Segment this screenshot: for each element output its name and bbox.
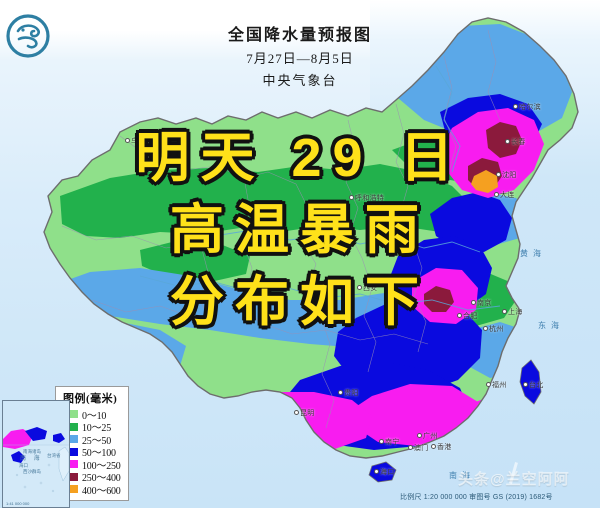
legend-swatch xyxy=(62,460,78,469)
south-china-sea-inset[interactable]: 南海诸岛台湾省海口 西沙群岛 南 海 1:41 000 000 xyxy=(2,400,70,508)
legend-label: 10～25 xyxy=(82,423,111,435)
city-marker-dot xyxy=(505,139,510,144)
city-marker-dot xyxy=(483,326,488,331)
taiwan-island xyxy=(519,359,542,405)
city-label: 南京 xyxy=(477,300,492,307)
legend-item: 100～250 xyxy=(62,458,121,472)
sea-name-label: 南海 xyxy=(449,471,475,480)
legend-label: 250～400 xyxy=(82,473,121,485)
hainan-island xyxy=(368,461,397,483)
legend-item: 250～400 xyxy=(62,471,121,484)
city-marker-dot xyxy=(408,445,413,450)
city-label: 海口 xyxy=(380,469,395,476)
date-range: 7月27日—8月5日 xyxy=(246,51,354,66)
legend-rows: 0～10 10～25 25～50 50～100 100～250 250～400 400～60… xyxy=(62,408,121,497)
legend-swatch xyxy=(62,422,78,431)
issuer-label: 中央气象台 xyxy=(262,73,338,88)
legend-item: 400～600 xyxy=(62,483,121,497)
city-marker-dot xyxy=(457,313,462,318)
city-marker-dot xyxy=(379,439,384,444)
city-label: 大连 xyxy=(500,192,515,199)
city-marker-dot xyxy=(294,410,299,415)
city-marker-dot xyxy=(486,382,491,387)
city-label: 福州 xyxy=(492,382,507,389)
city-label: 杭州 xyxy=(489,326,504,333)
legend-item: 0～10 xyxy=(62,408,121,422)
city-label: 合肥 xyxy=(463,313,478,320)
legend-label: 25～50 xyxy=(82,435,111,447)
city-label: 昆明 xyxy=(300,410,315,417)
page-title: 全国降水量预报图 xyxy=(227,27,372,44)
legend-label: 400～600 xyxy=(82,485,121,497)
city-marker-dot xyxy=(494,192,499,197)
city-label: 贵阳 xyxy=(344,390,359,397)
legend-swatch xyxy=(62,447,78,456)
legend-swatch xyxy=(62,485,78,494)
city-marker-dot xyxy=(513,104,518,109)
inset-place-label: 台湾省 xyxy=(47,453,61,458)
watermark-text: 头条@兰空阿阿 xyxy=(458,471,570,488)
city-label: 香港 xyxy=(437,444,452,451)
city-marker-dot xyxy=(496,172,501,177)
legend-swatch xyxy=(62,472,78,481)
city-marker-dot xyxy=(357,285,362,290)
legend-title: 图例(毫米) xyxy=(63,393,118,405)
city-label: 哈尔滨 xyxy=(519,104,541,111)
sea-name-label: 黄海 xyxy=(520,249,546,258)
city-marker-dot xyxy=(125,138,130,143)
inset-sea-name: 南 海 xyxy=(20,456,43,462)
map-header: 全国降水量预报图 7月27日—8月5日 中央气象台 xyxy=(0,26,600,91)
city-label: 呼和浩特 xyxy=(355,195,385,202)
city-marker-dot xyxy=(338,390,343,395)
legend-swatch xyxy=(62,435,78,444)
city-label: 南宁 xyxy=(385,439,400,446)
city-label: 上海 xyxy=(508,309,523,316)
city-marker-dot xyxy=(523,382,528,387)
city-label: 广州 xyxy=(423,433,438,440)
city-marker-dot xyxy=(502,309,507,314)
legend-item: 10～25 xyxy=(62,421,121,434)
inset-place-label: 海口 xyxy=(19,463,28,468)
city-label: 长春 xyxy=(511,139,526,146)
inset-scale: 1:41 000 000 xyxy=(6,501,30,506)
province-boundaries xyxy=(61,29,501,429)
city-marker-dot xyxy=(431,444,436,449)
legend-item: 50～100 xyxy=(62,446,121,459)
legend-item: 25～50 xyxy=(62,433,121,447)
city-label: 澳门 xyxy=(414,445,429,452)
city-label: 沈阳 xyxy=(502,172,517,179)
city-marker-dot xyxy=(417,433,422,438)
legend-label: 50～100 xyxy=(82,448,116,460)
city-marker-dot xyxy=(471,300,476,305)
city-label: 台北 xyxy=(529,382,544,389)
national-border xyxy=(43,17,579,459)
city-marker-dot xyxy=(374,469,379,474)
inset-map-graphic xyxy=(3,401,69,493)
cma-logo-icon xyxy=(6,14,50,58)
scale-bar-text: 比例尺 1:20 000 000 审图号 GS (2019) 1682号 xyxy=(400,494,553,501)
city-marker-dot xyxy=(349,195,354,200)
legend-label: 100～250 xyxy=(82,460,121,472)
city-label: 乌鲁木齐 xyxy=(131,138,161,145)
sea-name-label: 东海 xyxy=(538,321,564,330)
inset-place-label: 南海诸岛 xyxy=(23,449,41,454)
city-label: 西安 xyxy=(363,285,378,292)
legend-swatch xyxy=(62,410,78,419)
legend-label: 0～10 xyxy=(82,410,107,422)
inset-place-label: 西沙群岛 xyxy=(23,469,41,474)
rivers xyxy=(139,65,501,311)
